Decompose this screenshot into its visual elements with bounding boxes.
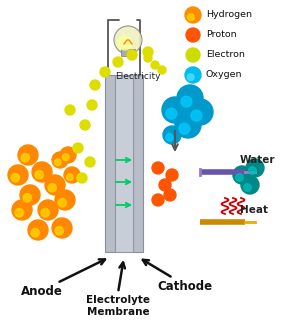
Circle shape [241, 176, 259, 194]
Circle shape [181, 96, 192, 107]
Circle shape [166, 108, 177, 119]
Circle shape [41, 209, 49, 217]
Text: Hydrogen: Hydrogen [206, 11, 252, 19]
Circle shape [21, 153, 29, 162]
Circle shape [113, 57, 123, 67]
Circle shape [18, 145, 38, 165]
Text: Electricity: Electricity [115, 72, 161, 81]
Bar [121, 49, 135, 56]
Bar [105, 75, 115, 252]
Circle shape [20, 185, 40, 205]
Circle shape [100, 67, 110, 77]
Circle shape [159, 179, 171, 191]
Text: Cathode: Cathode [157, 280, 212, 293]
Circle shape [143, 47, 153, 57]
Circle shape [236, 174, 243, 181]
Circle shape [48, 183, 56, 192]
Circle shape [87, 100, 97, 110]
Circle shape [11, 173, 19, 182]
Text: Anode: Anode [21, 285, 63, 298]
Circle shape [152, 162, 164, 174]
Circle shape [32, 162, 52, 182]
Circle shape [54, 159, 61, 166]
Circle shape [80, 120, 90, 130]
Circle shape [162, 97, 188, 123]
Circle shape [60, 147, 76, 163]
Circle shape [166, 134, 173, 141]
Circle shape [52, 152, 68, 168]
Circle shape [31, 229, 39, 237]
Circle shape [233, 166, 251, 184]
Circle shape [158, 66, 166, 74]
Circle shape [28, 220, 48, 240]
Circle shape [62, 154, 69, 161]
Circle shape [191, 110, 202, 121]
Circle shape [117, 35, 133, 51]
Circle shape [85, 157, 95, 167]
Text: Oxygen: Oxygen [206, 70, 243, 79]
Circle shape [52, 218, 72, 238]
Circle shape [164, 189, 176, 201]
Circle shape [249, 167, 256, 174]
Circle shape [114, 26, 142, 54]
Circle shape [12, 200, 32, 220]
Circle shape [58, 199, 66, 207]
Text: Proton: Proton [206, 30, 237, 39]
Circle shape [246, 159, 264, 177]
Circle shape [127, 50, 137, 60]
Circle shape [144, 54, 152, 62]
Circle shape [8, 165, 28, 185]
Circle shape [90, 80, 100, 90]
Circle shape [175, 112, 201, 138]
Bar [133, 75, 143, 252]
Circle shape [35, 171, 43, 179]
Circle shape [55, 226, 63, 235]
Circle shape [166, 169, 178, 181]
Circle shape [73, 143, 83, 153]
Bar [115, 75, 133, 252]
Circle shape [151, 61, 159, 69]
Circle shape [64, 167, 80, 183]
Circle shape [187, 74, 194, 81]
Text: Heat: Heat [240, 205, 268, 215]
Circle shape [15, 209, 23, 217]
Circle shape [244, 184, 251, 191]
Circle shape [186, 48, 200, 62]
Circle shape [23, 193, 31, 202]
Circle shape [66, 174, 73, 181]
Circle shape [38, 200, 58, 220]
Circle shape [152, 194, 164, 206]
Circle shape [55, 190, 75, 210]
Circle shape [163, 126, 181, 144]
Circle shape [187, 99, 213, 125]
Circle shape [185, 67, 201, 83]
Text: Water: Water [240, 155, 275, 165]
Circle shape [187, 14, 194, 21]
Circle shape [177, 85, 203, 111]
Circle shape [185, 7, 201, 23]
Text: Electrolyte
Membrane: Electrolyte Membrane [86, 295, 150, 317]
Text: Electron: Electron [206, 50, 245, 59]
Circle shape [77, 173, 87, 183]
Circle shape [45, 175, 65, 195]
Circle shape [179, 123, 190, 134]
Circle shape [65, 105, 75, 115]
Circle shape [186, 28, 200, 42]
